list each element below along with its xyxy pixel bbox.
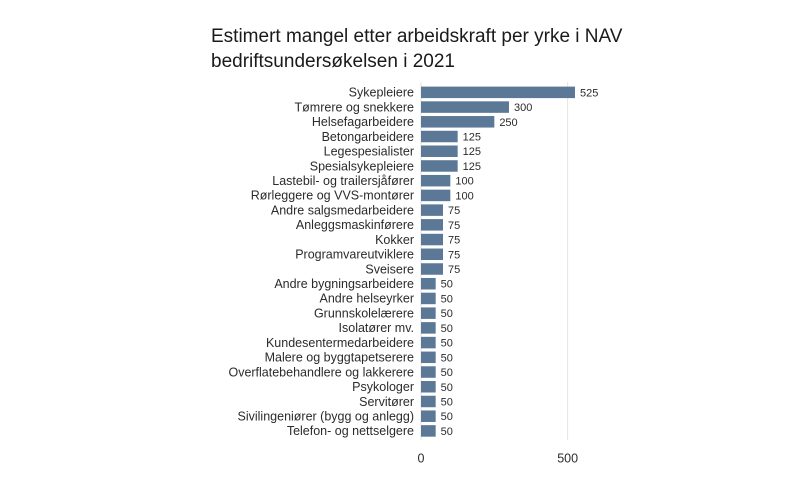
category-label: Legespesialister	[324, 145, 414, 159]
value-label: 125	[463, 132, 481, 144]
chart-title-line-1: Estimert mangel etter arbeidskraft per y…	[211, 26, 623, 47]
chart-title: Estimert mangel etter arbeidskraft per y…	[211, 24, 631, 74]
category-label: Lastebil- og trailersjåfører	[272, 174, 414, 188]
category-label: Spesialsykepleiere	[310, 159, 414, 173]
category-label: Betongarbeidere	[322, 130, 414, 144]
value-label: 50	[441, 352, 453, 364]
category-label: Sivilingeniører (bygg og anlegg)	[238, 410, 414, 424]
value-label: 100	[455, 190, 473, 202]
value-label: 125	[463, 146, 481, 158]
value-label: 50	[441, 396, 453, 408]
category-label: Andre bygningsarbeidere	[274, 277, 414, 291]
category-label: Rørleggere og VVS-montører	[251, 189, 414, 203]
bar-betongarbeidere	[421, 130, 458, 143]
value-label: 300	[514, 102, 532, 114]
bar-servit-rer	[421, 395, 436, 408]
value-label: 50	[441, 367, 453, 379]
category-label: Sveisere	[365, 262, 414, 276]
category-label: Telefon- og nettselgere	[287, 424, 414, 438]
bar-sykepleiere	[421, 86, 575, 99]
value-label: 75	[448, 249, 460, 261]
category-label: Grunnskolelærere	[314, 306, 414, 320]
value-label: 75	[448, 220, 460, 232]
category-label: Kundesentermedarbeidere	[266, 336, 414, 350]
bar-lastebil-og-trailersja-f-rer	[421, 174, 451, 187]
value-label: 50	[441, 338, 453, 350]
category-label: Kokker	[375, 233, 414, 247]
bar-malere-og-byggtapetserere	[421, 351, 436, 364]
bar-sveisere	[421, 263, 443, 275]
bar-psykologer	[421, 381, 436, 393]
value-label: 75	[448, 264, 460, 276]
value-label: 50	[441, 279, 453, 291]
category-label: Tømrere og snekkere	[295, 100, 415, 114]
value-label: 50	[441, 293, 453, 305]
category-label: Malere og byggtapetserere	[265, 351, 414, 365]
x-axis-ticks: 0 500	[418, 451, 579, 465]
value-label: 75	[448, 235, 460, 247]
category-label: Sykepleiere	[349, 86, 414, 100]
category-label: Psykologer	[352, 380, 414, 394]
bar-t-mrere-og-snekkere	[421, 101, 509, 113]
bar-andre-bygningsarbeidere	[421, 277, 436, 290]
value-label: 100	[455, 176, 473, 188]
value-label: 250	[499, 117, 517, 129]
category-label: Servitører	[359, 395, 414, 409]
value-label: 75	[448, 205, 460, 217]
bar-sivilingeni-rer-bygg-og-anlegg	[421, 410, 436, 422]
category-label: Andre helseyrker	[320, 292, 415, 306]
category-label: Isolatører mv.	[339, 321, 414, 335]
value-label: 50	[441, 382, 453, 394]
value-label: 50	[441, 323, 453, 335]
value-label: 50	[441, 411, 453, 423]
value-label: 125	[463, 161, 481, 173]
value-labels: 525 300 250 125 125 125 100 100 75 75 75 75 75 50 50 50…	[441, 87, 599, 438]
bar-programvareutviklere	[421, 248, 443, 261]
category-label: Anleggsmaskinførere	[296, 218, 414, 232]
bar-r-rleggere-og-vvs-mont-rer	[421, 189, 451, 202]
bar-grunnskolel-rere	[421, 307, 436, 319]
bars	[421, 86, 575, 437]
bar-kokker	[421, 233, 443, 246]
value-label: 525	[580, 87, 598, 99]
value-label: 50	[441, 308, 453, 320]
bar-helsefagarbeidere	[421, 116, 495, 128]
value-label: 50	[441, 426, 453, 438]
bar-overflatebehandlere-og-lakkerere	[421, 366, 436, 378]
category-label: Programvareutviklere	[295, 248, 414, 262]
category-label: Andre salgsmedarbeidere	[271, 203, 414, 217]
category-label: Helsefagarbeidere	[312, 115, 414, 129]
bar-isolat-rer-mv	[421, 322, 436, 334]
bar-andre-helseyrker	[421, 292, 436, 305]
bar-anleggsmaskinf-rere	[421, 219, 443, 231]
category-label: Overflatebehandlere og lakkerere	[228, 365, 414, 379]
chart-title-line-2: bedriftsundersøkelsen i 2021	[211, 51, 455, 72]
x-tick-label: 0	[418, 451, 425, 465]
x-tick-label: 500	[557, 451, 578, 465]
bar-spesialsykepleiere	[421, 160, 458, 172]
bar-kundesentermedarbeidere	[421, 336, 436, 349]
bar-legespesialister	[421, 145, 458, 157]
bar-telefon-og-nettselgere	[421, 425, 436, 437]
bar-andre-salgsmedarbeidere	[421, 204, 443, 216]
